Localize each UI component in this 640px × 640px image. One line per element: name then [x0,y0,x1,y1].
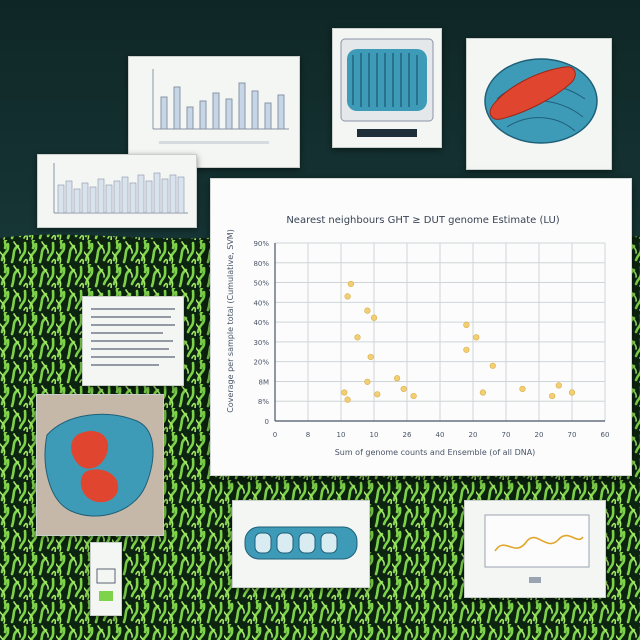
small-label-card [90,542,122,616]
scatter-point [400,385,407,393]
scatter-point [344,293,351,300]
main-scatter-chart-card: Nearest neighbours GHT ≥ DUT genome Esti… [210,178,632,476]
x-tick-label: 60 [601,431,610,439]
scatter-point [341,389,348,396]
x-tick-label: 20 [535,431,544,439]
text-document-card [82,296,184,386]
scatter-point [347,280,354,288]
tissue-photo-card [36,394,164,536]
scatter-point [549,392,556,400]
chart-axes [274,243,605,422]
scatter-point [463,321,470,328]
y-tick-label: 8% [258,398,269,406]
y-tick-label: 80% [253,260,269,268]
mini-histogram-card [37,154,197,228]
x-tick-label: 10 [337,431,346,439]
mini-line-chart-card [464,500,606,598]
scatter-point [374,391,381,398]
y-tick-label: 20% [253,359,269,367]
scatter-point [354,334,361,341]
x-tick-label: 70 [502,431,511,439]
mini-bar-chart-card [128,56,300,168]
scatter-point [519,385,526,393]
scatter-point [463,346,470,353]
y-tick-label: 40% [253,319,269,327]
x-tick-label: 10 [370,431,379,439]
x-tick-label: 40 [436,431,445,439]
scatter-point [568,389,576,396]
y-tick-label: 30% [253,339,269,347]
scatter-point [410,392,417,400]
y-tick-label: 40% [253,299,269,307]
chart-ticks: 0 8 10 10 26 40 20 70 20 70 60 0 8% 8M 20% 30% 40% 40% 50%… [253,240,609,439]
y-tick-label: 50% [253,280,269,288]
organ-image-card [466,38,612,170]
chart-points [341,280,576,403]
scatter-point [555,382,562,389]
x-tick-label: 70 [568,431,577,439]
x-axis-label: Sum of genome counts and Ensemble (of al… [335,448,536,457]
device-image-card [332,28,442,148]
scatter-point [367,353,374,361]
y-tick-label: 90% [253,240,269,248]
y-axis-label: Coverage per sample total (Cumulative, S… [226,229,235,413]
chart-grid [274,242,606,422]
scatter-point [364,307,371,314]
scatter-point [473,334,480,341]
scatter-point [364,378,371,385]
x-tick-label: 20 [469,431,478,439]
scatter-point [479,389,487,396]
scatter-point [344,396,351,403]
scatter-point [394,375,401,382]
y-tick-label: 8M [259,378,270,386]
x-tick-label: 0 [273,431,277,439]
molecule-image-card [232,500,370,588]
scatter-point [489,362,496,369]
chart-title: Nearest neighbours GHT ≥ DUT genome Esti… [286,215,559,226]
x-tick-label: 26 [403,431,412,439]
scatter-point [370,314,378,321]
y-tick-label: 0 [265,418,269,426]
scatter-chart: Nearest neighbours GHT ≥ DUT genome Esti… [226,215,609,457]
x-tick-label: 8 [306,431,310,439]
